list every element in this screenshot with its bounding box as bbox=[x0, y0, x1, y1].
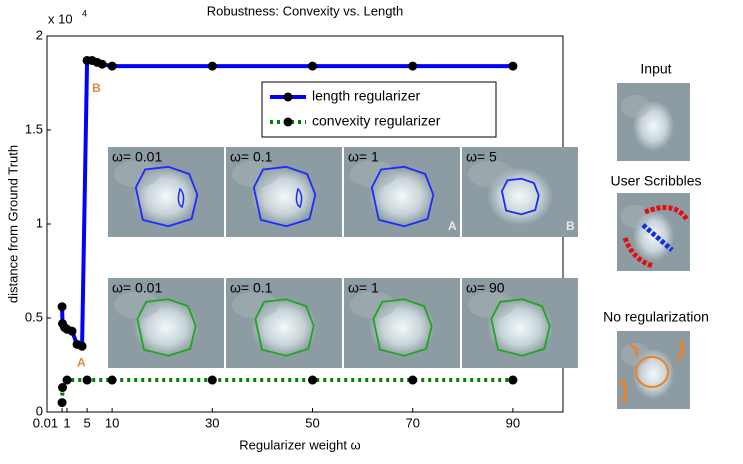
x-tick-label: 90 bbox=[506, 415, 520, 430]
thumbnail bbox=[226, 147, 342, 237]
panel-title: User Scribbles bbox=[610, 173, 701, 189]
thumbnail-shade bbox=[231, 291, 279, 319]
panel-title: No regularization bbox=[603, 309, 709, 325]
inset-label: ω= 0.1 bbox=[230, 280, 273, 296]
legend-marker bbox=[283, 117, 293, 127]
thumbnail bbox=[462, 278, 578, 368]
contour bbox=[618, 339, 685, 404]
annotation: B bbox=[92, 81, 101, 95]
panel-title: Input bbox=[640, 61, 671, 77]
thumbnail bbox=[617, 193, 690, 271]
contour bbox=[252, 165, 317, 228]
thumbnail bbox=[108, 147, 224, 237]
data-point bbox=[57, 398, 67, 408]
thumbnail-shade bbox=[620, 204, 650, 229]
inset-label: ω= 1 bbox=[348, 280, 379, 296]
thumbnail-shade bbox=[113, 291, 161, 319]
thumbnail bbox=[617, 83, 690, 161]
scribble bbox=[644, 205, 690, 222]
legend-label: length regularizer bbox=[312, 88, 421, 104]
contour bbox=[134, 165, 199, 228]
y-tick-label: 0 bbox=[36, 403, 43, 418]
contour bbox=[372, 298, 433, 357]
data-point bbox=[62, 375, 72, 385]
data-point bbox=[207, 61, 217, 71]
series-line bbox=[60, 378, 513, 403]
contour bbox=[136, 298, 197, 357]
inset-label: ω= 1 bbox=[348, 149, 379, 165]
x-tick-label: 30 bbox=[205, 415, 219, 430]
data-point bbox=[508, 375, 518, 385]
x-axis-label: Regularizer weight ω bbox=[239, 437, 360, 452]
scribble bbox=[641, 223, 674, 252]
legend-marker bbox=[283, 92, 293, 102]
contour bbox=[500, 177, 540, 216]
data-point bbox=[67, 326, 77, 336]
data-point bbox=[57, 302, 67, 312]
contour bbox=[490, 298, 551, 357]
y-axis-label: distance from Ground Truth bbox=[5, 145, 20, 303]
thumbnail-shade bbox=[349, 291, 397, 319]
contour bbox=[295, 187, 303, 209]
thumbnail-shade bbox=[113, 160, 161, 188]
inset-label: ω= 90 bbox=[466, 280, 505, 296]
thumbnail bbox=[344, 147, 460, 237]
thumbnail bbox=[462, 147, 578, 237]
thumbnail-shade bbox=[620, 94, 650, 119]
chart-title: Robustness: Convexity vs. Length bbox=[207, 3, 404, 18]
contour bbox=[635, 356, 669, 388]
x-tick-label: 70 bbox=[405, 415, 419, 430]
data-point bbox=[107, 375, 117, 385]
contour bbox=[254, 298, 315, 357]
y-tick-label: 0.5 bbox=[25, 309, 43, 324]
thumbnail-shade bbox=[467, 160, 515, 188]
contour bbox=[370, 165, 435, 228]
inset-label: ω= 0.01 bbox=[112, 280, 162, 296]
data-point bbox=[207, 375, 217, 385]
x-tick-label: 0.01 bbox=[33, 415, 58, 430]
inset-label: ω= 5 bbox=[466, 149, 497, 165]
y-tick-label: 2 bbox=[36, 27, 43, 42]
inset-label: ω= 0.01 bbox=[112, 149, 162, 165]
y-scale-exponent: 4 bbox=[82, 8, 87, 18]
data-point bbox=[308, 375, 318, 385]
legend-label: convexity regularizer bbox=[312, 113, 441, 129]
thumbnail bbox=[617, 331, 690, 409]
data-point bbox=[408, 375, 418, 385]
x-tick-label: 5 bbox=[83, 415, 90, 430]
y-scale-label: x 10 bbox=[48, 11, 73, 26]
data-point bbox=[58, 383, 68, 393]
thumbnail-shade bbox=[467, 291, 515, 319]
inset-corner-label: B bbox=[566, 219, 575, 233]
contour bbox=[177, 187, 185, 209]
legend bbox=[261, 81, 497, 138]
data-point bbox=[308, 61, 318, 71]
inset-label: ω= 0.1 bbox=[230, 149, 273, 165]
thumbnail-shade bbox=[231, 160, 279, 188]
thumbnail bbox=[108, 278, 224, 368]
thumbnail bbox=[226, 278, 342, 368]
data-point bbox=[77, 341, 87, 351]
y-tick-label: 1 bbox=[36, 215, 43, 230]
y-tick-label: 1.5 bbox=[25, 121, 43, 136]
scribble bbox=[622, 237, 654, 269]
annotation: A bbox=[77, 355, 86, 369]
data-point bbox=[97, 59, 107, 69]
data-point bbox=[508, 61, 518, 71]
x-tick-label: 1 bbox=[63, 415, 70, 430]
data-point bbox=[82, 375, 92, 385]
data-point bbox=[408, 61, 418, 71]
inset-corner-label: A bbox=[448, 219, 457, 233]
x-tick-label: 50 bbox=[305, 415, 319, 430]
x-tick-label: 10 bbox=[105, 415, 119, 430]
thumbnail bbox=[344, 278, 460, 368]
thumbnail-shade bbox=[349, 160, 397, 188]
data-point bbox=[107, 61, 117, 71]
